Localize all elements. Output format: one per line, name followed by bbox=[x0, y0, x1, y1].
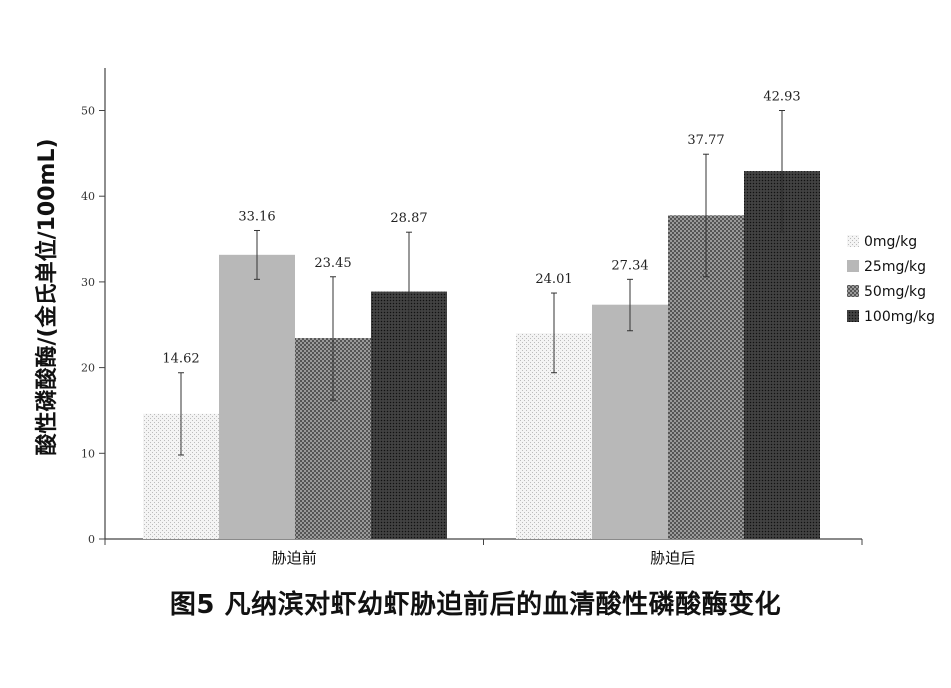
data-label-0-0: 14.62 bbox=[162, 352, 199, 367]
x-category-label-1: 胁迫后 bbox=[650, 549, 695, 567]
x-category-label-0: 胁迫前 bbox=[272, 549, 317, 567]
data-label-0-2: 23.45 bbox=[314, 256, 351, 271]
figure-caption: 图5 凡纳滨对虾幼虾胁迫前后的血清酸性磷酸酶变化 bbox=[169, 590, 782, 620]
bar-0-1 bbox=[219, 254, 295, 540]
data-label-0-1: 33.16 bbox=[238, 209, 275, 224]
data-labels: 14.62 33.16 23.45 28.87 24.01 27.34 37.77 42.93 bbox=[162, 90, 800, 367]
y-tick-label-0: 0 bbox=[88, 533, 95, 546]
legend-swatch-2 bbox=[847, 285, 859, 297]
legend-swatch-3 bbox=[847, 310, 859, 322]
y-ticks: 0 10 20 30 40 50 bbox=[81, 105, 105, 546]
y-tick-label-30: 30 bbox=[81, 276, 95, 289]
legend-swatch-0 bbox=[847, 235, 859, 247]
y-axis-label: 酸性磷酸酶/(金氏单位/100mL) bbox=[34, 138, 60, 455]
legend: 0mg/kg 25mg/kg 50mg/kg 100mg/kg bbox=[847, 234, 935, 325]
legend-label-2: 50mg/kg bbox=[864, 284, 926, 300]
error-bars bbox=[178, 110, 785, 456]
data-label-1-2: 37.77 bbox=[687, 133, 724, 148]
legend-label-0: 0mg/kg bbox=[864, 234, 917, 250]
legend-label-3: 100mg/kg bbox=[864, 309, 935, 325]
data-label-1-0: 24.01 bbox=[535, 272, 572, 287]
legend-label-1: 25mg/kg bbox=[864, 259, 926, 275]
data-label-1-3: 42.93 bbox=[763, 90, 800, 105]
y-tick-label-40: 40 bbox=[81, 190, 95, 203]
bars bbox=[143, 171, 820, 540]
y-tick-label-10: 10 bbox=[81, 447, 95, 460]
y-tick-label-20: 20 bbox=[81, 362, 95, 375]
y-tick-label-50: 50 bbox=[81, 105, 95, 118]
legend-swatch-1 bbox=[847, 260, 859, 272]
bar-1-1 bbox=[592, 304, 668, 539]
x-categories: 胁迫前 胁迫后 bbox=[272, 549, 696, 567]
data-label-1-1: 27.34 bbox=[611, 258, 648, 273]
data-label-0-3: 28.87 bbox=[390, 211, 427, 226]
